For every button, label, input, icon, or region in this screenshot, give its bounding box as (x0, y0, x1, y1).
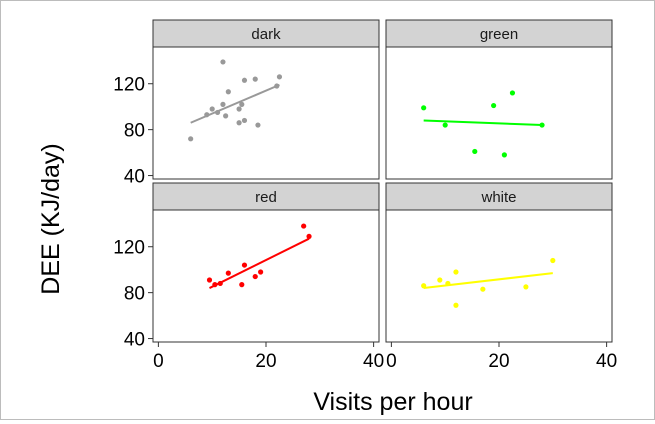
data-point-red (258, 269, 264, 275)
trend-line-green (423, 119, 543, 127)
data-point-dark (225, 89, 231, 95)
data-point-dark (188, 136, 194, 142)
plot-area-white (385, 209, 613, 343)
data-point-dark (209, 106, 215, 112)
plot-area-green (385, 46, 613, 180)
data-point-green (442, 122, 448, 128)
y-tick-label: 120 (113, 75, 145, 96)
data-point-red (239, 282, 245, 288)
data-point-green (509, 90, 516, 96)
y-tick-label: 40 (124, 330, 145, 351)
x-axes: 0 20 40 0 20 40 (153, 342, 617, 372)
data-point-green (491, 102, 497, 109)
trend-line-red (209, 237, 310, 289)
plot-area-red (152, 209, 380, 343)
facet-strip-white (385, 182, 613, 211)
trend-line-white (423, 272, 553, 290)
data-point-red (241, 262, 248, 268)
data-point-white (453, 269, 459, 275)
data-point-dark (239, 101, 245, 107)
data-point-dark (241, 77, 248, 83)
y-axes: 40 80 120 40 80 120 (113, 75, 153, 351)
x-tick-label: 40 (596, 351, 617, 372)
facet-label-white: white (480, 189, 516, 206)
data-point-dark (241, 117, 248, 124)
x-axis-label: Visits per hour (313, 388, 472, 416)
y-axis-label: DEE (KJ/day) (37, 143, 65, 294)
data-point-dark (252, 76, 258, 82)
data-point-dark (255, 122, 261, 128)
x-tick-label: 0 (386, 351, 397, 372)
trend-line-dark (190, 83, 280, 124)
x-tick-label: 0 (153, 351, 164, 372)
panel-grid: dark green red white (152, 19, 613, 343)
data-point-dark (220, 59, 226, 65)
y-tick-label: 80 (124, 284, 145, 305)
data-point-green (472, 148, 478, 155)
data-point-white (523, 284, 529, 290)
data-point-red (225, 270, 231, 276)
panel-white: white (385, 182, 613, 343)
x-tick-label: 20 (488, 351, 509, 372)
data-point-red (206, 277, 213, 283)
x-tick-label: 40 (363, 351, 384, 372)
y-tick-label: 40 (124, 167, 145, 188)
data-point-white (453, 302, 459, 308)
data-point-white (480, 286, 486, 292)
data-point-dark (276, 74, 283, 80)
data-point-dark (220, 101, 226, 107)
panel-green: green (385, 19, 613, 180)
plot-area-dark (152, 46, 380, 180)
facet-label-dark: dark (251, 26, 281, 43)
panel-dark: dark (152, 19, 380, 180)
data-point-white (550, 257, 556, 264)
facet-label-green: green (480, 26, 518, 43)
facet-strip-red (152, 182, 380, 211)
panel-red: red (152, 182, 380, 343)
data-point-green (421, 105, 427, 111)
data-point-dark (236, 120, 242, 126)
facet-label-red: red (255, 189, 277, 206)
data-point-dark (223, 113, 229, 119)
data-point-red (301, 223, 307, 229)
data-point-red (306, 233, 312, 239)
y-tick-label: 120 (113, 238, 145, 259)
facet-strip-green (385, 19, 613, 48)
data-point-dark (236, 106, 242, 112)
x-tick-label: 20 (255, 351, 276, 372)
data-point-white (437, 277, 443, 283)
facet-strip-dark (152, 19, 380, 48)
data-point-red (252, 273, 258, 280)
data-point-green (501, 152, 507, 158)
y-tick-label: 80 (124, 121, 145, 142)
